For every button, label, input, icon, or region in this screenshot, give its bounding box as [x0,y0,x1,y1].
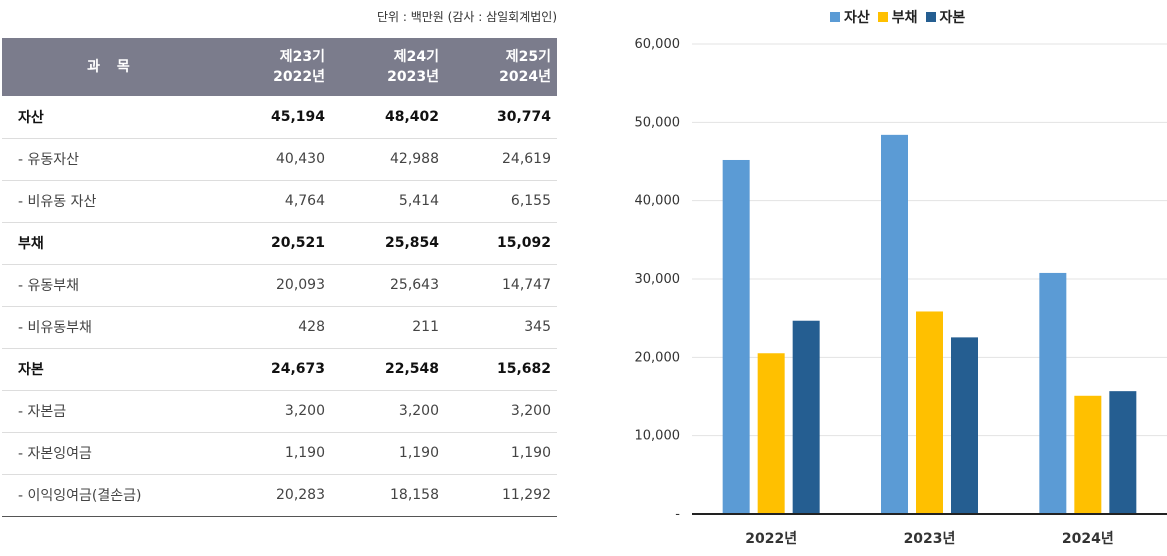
x-category-label: 2022년 [745,531,797,547]
cell-value: 42,988 [331,138,445,181]
cell-value: 18,158 [331,474,445,517]
bar [1109,391,1137,514]
row-label: 자본 [2,347,221,391]
cell-value: 24,673 [221,347,331,391]
bar [916,311,943,514]
cell-value: 1,190 [445,432,557,475]
period-year: 2023년 [387,69,439,85]
y-tick-label: 40,000 [635,194,681,209]
y-tick-label: 20,000 [635,350,681,365]
row-label: - 이익잉여금(결손금) [2,474,221,517]
period-term: 제24기 [393,49,439,65]
cell-value: 6,155 [445,180,557,223]
table-row: - 유동자산 40,430 42,988 24,619 [2,138,557,181]
cell-value: 3,200 [331,390,445,433]
cell-value: 24,619 [445,138,557,181]
period-year: 2024년 [499,69,551,85]
legend-swatch [830,12,840,22]
table-row: - 자본잉여금 1,190 1,190 1,190 [2,432,557,475]
cell-value: 20,283 [221,474,331,517]
bar [951,337,978,514]
legend-label: 부채 [891,10,918,26]
cell-value: 3,200 [445,390,557,433]
period-header-2022: 제23기 2022년 [221,38,331,96]
cell-value: 3,200 [221,390,331,433]
y-tick-label: 10,000 [635,429,681,444]
cell-value: 1,190 [221,432,331,475]
cell-value: 22,548 [331,347,445,391]
cell-value: 14,747 [445,264,557,307]
row-label: 자산 [2,96,221,139]
cell-value: 5,414 [331,180,445,223]
table-section-row: 자본 24,673 22,548 15,682 [2,347,557,391]
legend-swatch [925,12,936,22]
cell-value: 4,764 [221,180,331,223]
cell-value: 345 [445,306,557,349]
bar [757,353,785,514]
bar [722,159,750,514]
legend-item-assets: 자산 [830,7,870,27]
period-term: 제25기 [505,49,551,65]
period-header-2023: 제24기 2023년 [331,38,445,96]
table-section-row: 자산 45,194 48,402 30,774 [2,96,557,139]
y-tick-label: 30,000 [635,272,681,287]
row-label: - 자본잉여금 [2,432,221,475]
cell-value: 428 [221,306,331,349]
cell-value: 20,093 [221,264,331,307]
cell-value: 48,402 [331,96,445,139]
legend-item-equity: 자본 [925,7,966,27]
chart-legend: 자산 부채 자본 [830,8,973,26]
table-body: 자산 45,194 48,402 30,774- 유동자산 40,430 42,988 24… [2,96,557,517]
legend-label: 자산 [844,10,870,26]
bar [1039,272,1067,514]
row-label: - 유동자산 [2,138,221,181]
legend-label: 자본 [939,10,966,26]
y-tick-label: 60,000 [635,37,681,52]
x-category-label: 2023년 [904,531,956,547]
row-label: 부채 [2,221,221,265]
cell-value: 25,643 [331,264,445,307]
table-row: - 자본금 3,200 3,200 3,200 [2,390,557,433]
table-row: - 유동부채 20,093 25,643 14,747 [2,264,557,307]
cell-value: 11,292 [445,474,557,517]
financial-table: 과 목 제23기 2022년 제24기 2023년 제25기 2024년 자산 4… [2,38,557,517]
row-label: - 자본금 [2,390,221,433]
x-category-label: 2024년 [1062,531,1114,547]
table-row: - 비유동부채 428 211 345 [2,306,557,349]
period-year: 2022년 [273,69,325,85]
row-label: - 비유동부채 [2,306,221,349]
bar [881,134,908,514]
table-header-row: 과 목 제23기 2022년 제24기 2023년 제25기 2024년 [2,38,557,96]
bar [792,320,820,514]
legend-item-liabilities: 부채 [877,7,918,27]
cell-value: 1,190 [331,432,445,475]
y-tick-label: 50,000 [635,115,681,130]
cell-value: 40,430 [221,138,331,181]
row-label: - 비유동 자산 [2,180,221,223]
table-row: - 이익잉여금(결손금) 20,283 18,158 11,292 [2,474,557,517]
bar-chart: - 10,000 20,000 30,000 40,000 50,000 60,000 202… [635,37,1167,547]
cell-value: 25,854 [331,221,445,265]
legend-swatch [877,12,888,22]
subject-header: 과 목 [2,38,221,96]
cell-value: 20,521 [221,221,331,265]
cell-value: 15,682 [445,347,557,391]
row-label: - 유동부채 [2,264,221,307]
bar [1074,395,1102,514]
period-header-2024: 제25기 2024년 [445,38,557,96]
table-section-row: 부채 20,521 25,854 15,092 [2,221,557,265]
unit-note: 단위 : 백만원 (감사 : 삼일회계법인) [376,10,557,24]
cell-value: 15,092 [445,221,557,265]
table-row: - 비유동 자산 4,764 5,414 6,155 [2,180,557,223]
cell-value: 211 [331,306,445,349]
cell-value: 45,194 [221,96,331,139]
cell-value: 30,774 [445,96,557,139]
y-tick-label: - [675,507,680,522]
period-term: 제23기 [279,49,325,65]
